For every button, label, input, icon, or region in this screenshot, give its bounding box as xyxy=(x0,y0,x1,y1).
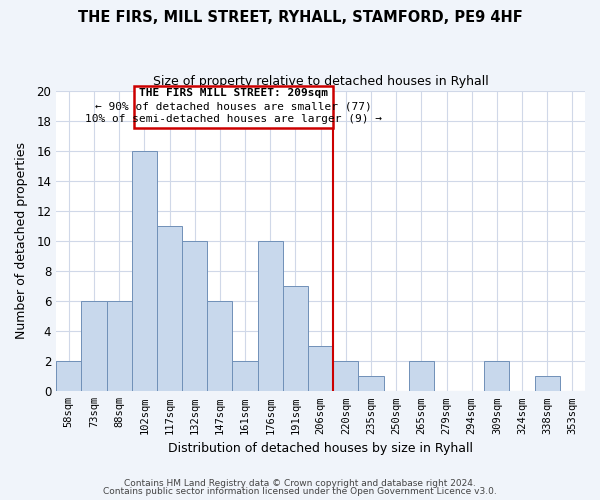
X-axis label: Distribution of detached houses by size in Ryhall: Distribution of detached houses by size … xyxy=(168,442,473,455)
Bar xyxy=(308,346,333,392)
Bar xyxy=(257,241,283,392)
Bar xyxy=(157,226,182,392)
Bar xyxy=(182,241,207,392)
Y-axis label: Number of detached properties: Number of detached properties xyxy=(15,142,28,340)
Bar xyxy=(56,361,82,392)
Bar xyxy=(132,150,157,392)
Bar xyxy=(358,376,383,392)
Bar xyxy=(232,361,257,392)
Text: THE FIRS, MILL STREET, RYHALL, STAMFORD, PE9 4HF: THE FIRS, MILL STREET, RYHALL, STAMFORD,… xyxy=(77,10,523,25)
Bar xyxy=(535,376,560,392)
Bar xyxy=(283,286,308,392)
Title: Size of property relative to detached houses in Ryhall: Size of property relative to detached ho… xyxy=(153,75,488,88)
Text: ← 90% of detached houses are smaller (77): ← 90% of detached houses are smaller (77… xyxy=(95,102,372,112)
Bar xyxy=(409,361,434,392)
Bar xyxy=(484,361,509,392)
Text: THE FIRS MILL STREET: 209sqm: THE FIRS MILL STREET: 209sqm xyxy=(139,88,328,98)
Bar xyxy=(333,361,358,392)
Bar xyxy=(107,301,132,392)
Bar xyxy=(82,301,107,392)
Text: Contains public sector information licensed under the Open Government Licence v3: Contains public sector information licen… xyxy=(103,487,497,496)
Bar xyxy=(207,301,232,392)
FancyBboxPatch shape xyxy=(134,86,333,128)
Text: 10% of semi-detached houses are larger (9) →: 10% of semi-detached houses are larger (… xyxy=(85,114,382,124)
Text: Contains HM Land Registry data © Crown copyright and database right 2024.: Contains HM Land Registry data © Crown c… xyxy=(124,478,476,488)
